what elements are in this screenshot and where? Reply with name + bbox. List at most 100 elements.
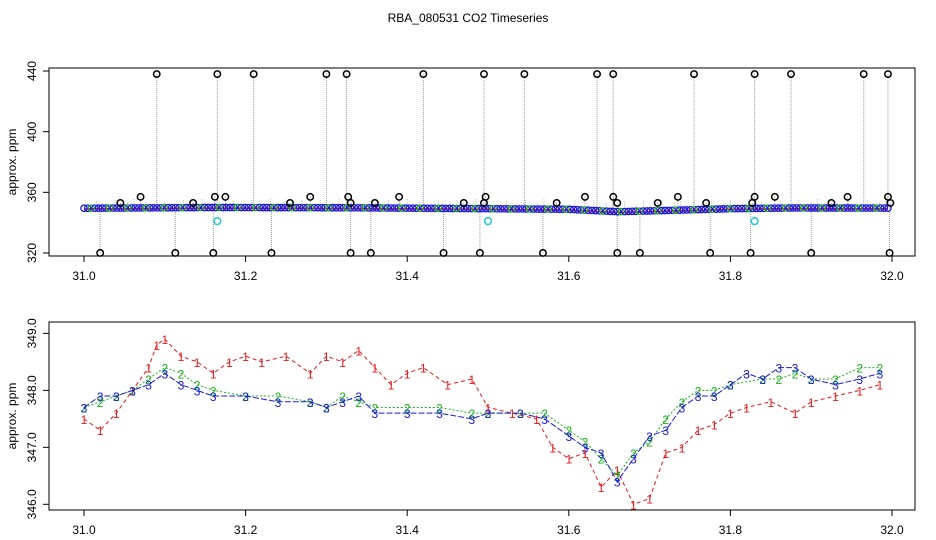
outlier-point bbox=[171, 249, 180, 257]
y-tick-label: 347.0 bbox=[25, 432, 39, 462]
baseline-point bbox=[778, 204, 786, 212]
series-3-marker: 3 bbox=[776, 362, 783, 376]
series-3-marker: 3 bbox=[582, 441, 589, 455]
series-1-marker: 1 bbox=[355, 344, 362, 358]
baseline-point bbox=[584, 206, 593, 215]
series-1-marker: 1 bbox=[792, 407, 799, 421]
outlier-point bbox=[787, 70, 795, 79]
series-3-marker: 3 bbox=[541, 413, 548, 427]
series-1-marker: 1 bbox=[808, 396, 815, 410]
baseline-point bbox=[423, 204, 432, 213]
baseline-point bbox=[248, 203, 256, 212]
series-2-marker: 2 bbox=[210, 384, 217, 398]
baseline-point bbox=[789, 204, 797, 212]
outlier-point bbox=[690, 70, 698, 79]
series-3-marker: 3 bbox=[711, 390, 718, 404]
baseline-point bbox=[94, 204, 103, 213]
baseline-point bbox=[208, 203, 216, 212]
series-1-marker: 1 bbox=[509, 407, 516, 421]
baseline-point bbox=[273, 203, 282, 212]
series-3-marker: 3 bbox=[759, 373, 766, 387]
series-3-marker: 3 bbox=[178, 379, 185, 393]
series-1-marker: 1 bbox=[662, 447, 669, 461]
series-1-marker: 1 bbox=[444, 379, 451, 393]
baseline-point bbox=[518, 205, 527, 213]
baseline-point bbox=[580, 206, 589, 214]
bottom-axes: 31.0 31.2 31.4 31.6 31.8 32.0 346.0 347.0 348.0 3… bbox=[25, 318, 904, 537]
baseline-point bbox=[346, 203, 355, 212]
series-1-marker: 1 bbox=[630, 498, 637, 512]
series-3-marker: 3 bbox=[468, 413, 475, 427]
baseline-point bbox=[365, 204, 373, 212]
baseline-point bbox=[800, 204, 808, 212]
series-1-marker: 1 bbox=[420, 362, 427, 376]
baseline-point bbox=[741, 204, 750, 213]
series-2-marker: 2 bbox=[856, 362, 863, 376]
series-3-marker: 3 bbox=[808, 373, 815, 387]
y-tick-label: 440 bbox=[25, 61, 39, 81]
outlier-point bbox=[886, 198, 895, 207]
baseline-point bbox=[471, 204, 479, 213]
outlier-point bbox=[673, 192, 682, 201]
series-3-marker: 3 bbox=[161, 367, 168, 381]
baseline-point bbox=[284, 203, 293, 212]
chart-title: RBA_080531 CO2 Timeseries bbox=[388, 11, 549, 25]
baseline-point bbox=[237, 203, 245, 212]
baseline-point bbox=[149, 203, 158, 212]
baseline-point bbox=[113, 204, 121, 212]
baseline-point bbox=[409, 204, 417, 213]
series-1-marker: 1 bbox=[646, 493, 653, 507]
baseline-point bbox=[324, 203, 333, 212]
outlier-point bbox=[267, 249, 276, 257]
baseline-point bbox=[489, 204, 498, 213]
outlier-point bbox=[746, 249, 755, 257]
baseline-point bbox=[310, 203, 319, 212]
baseline-point bbox=[675, 206, 684, 214]
baseline-point bbox=[456, 204, 465, 213]
series-1-marker: 1 bbox=[695, 424, 702, 438]
baseline-point bbox=[376, 204, 384, 212]
outlier-point bbox=[613, 249, 622, 257]
baseline-point bbox=[167, 203, 176, 212]
baseline-point bbox=[493, 204, 501, 213]
series-3-marker: 3 bbox=[662, 424, 669, 438]
outlier-point bbox=[306, 192, 315, 201]
series-2-marker: 2 bbox=[178, 367, 185, 381]
y-tick-label: 360 bbox=[25, 182, 39, 202]
x-tick-label: 32.0 bbox=[880, 269, 904, 283]
baseline-point bbox=[164, 203, 172, 212]
x-tick-label: 31.2 bbox=[234, 523, 258, 537]
baseline-point bbox=[83, 204, 92, 213]
series-1-marker: 1 bbox=[832, 390, 839, 404]
series-1-marker: 1 bbox=[565, 453, 572, 467]
baseline-point bbox=[229, 203, 238, 212]
baseline-point bbox=[160, 203, 169, 212]
outlier-point bbox=[210, 192, 219, 201]
series-1-marker: 1 bbox=[81, 413, 88, 427]
series-2-marker: 2 bbox=[877, 362, 884, 376]
series-1-marker: 1 bbox=[404, 367, 411, 381]
outlier-point bbox=[613, 198, 622, 207]
series-2-marker: 2 bbox=[711, 384, 718, 398]
baseline-point bbox=[449, 204, 457, 213]
baseline-point bbox=[295, 203, 304, 212]
series-2-marker: 2 bbox=[792, 367, 799, 381]
series-2-marker: 2 bbox=[662, 413, 669, 427]
baseline-point bbox=[617, 207, 626, 216]
baseline-point bbox=[332, 203, 341, 212]
baseline-point bbox=[485, 204, 494, 213]
baseline-point bbox=[262, 203, 271, 212]
baseline-point bbox=[270, 203, 278, 212]
baseline-point bbox=[569, 205, 578, 214]
baseline-point bbox=[357, 204, 366, 212]
baseline-point bbox=[87, 204, 96, 213]
series-3-marker: 3 bbox=[194, 384, 201, 398]
series-3-marker: 3 bbox=[832, 379, 839, 393]
baseline-point bbox=[127, 204, 136, 212]
series-1-marker: 1 bbox=[339, 356, 346, 370]
series-3-marker: 3 bbox=[727, 379, 734, 393]
outlier-point bbox=[221, 192, 230, 201]
series-3-line bbox=[83, 367, 881, 483]
series-3-marker: 3 bbox=[242, 390, 249, 404]
baseline-point bbox=[686, 205, 695, 214]
